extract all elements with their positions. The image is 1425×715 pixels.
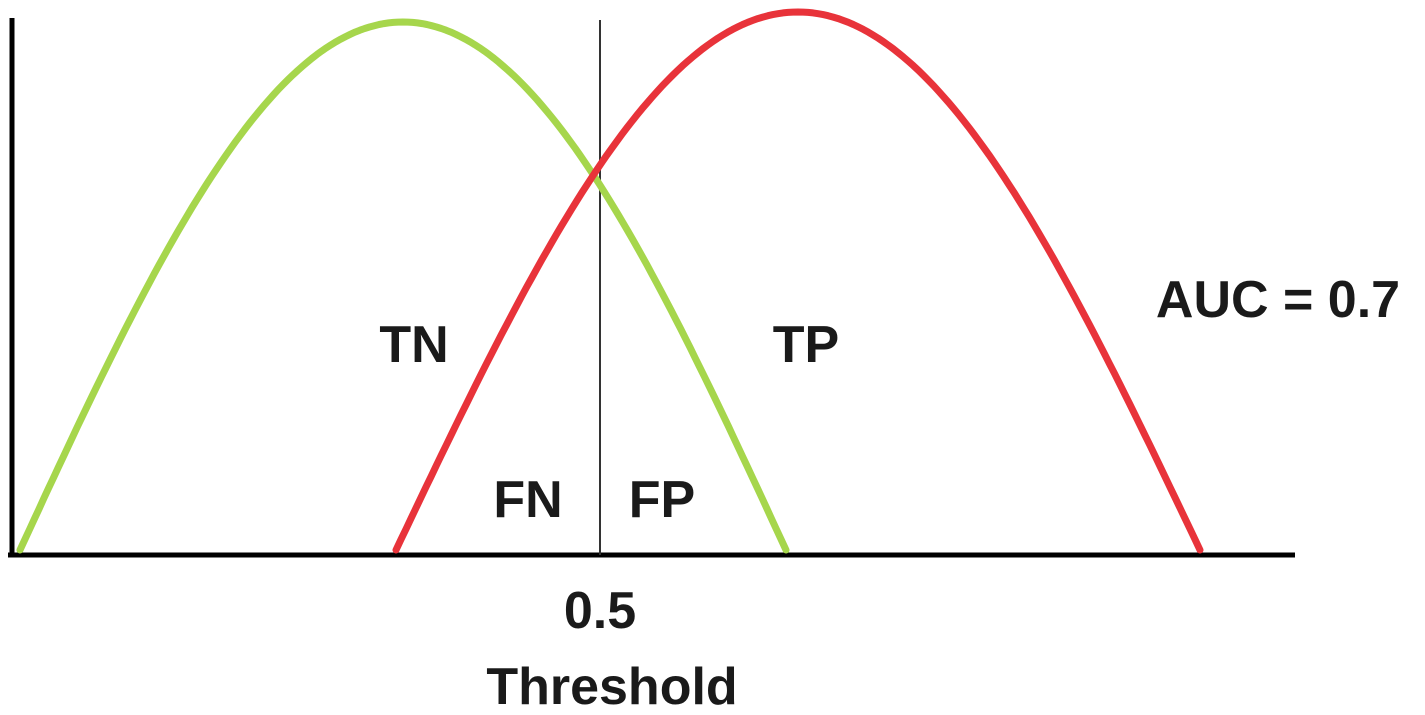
threshold-value-label: 0.5 <box>564 582 636 640</box>
tn-label: TN <box>379 316 448 374</box>
fn-label: FN <box>493 471 562 529</box>
negative-class-curve <box>16 18 790 554</box>
auc-label: AUC = 0.7 <box>1156 271 1400 329</box>
threshold-axis-label: Threshold <box>486 658 737 715</box>
positive-class-curve <box>392 8 1204 554</box>
tp-label: TP <box>773 316 839 374</box>
fp-label: FP <box>629 471 695 529</box>
